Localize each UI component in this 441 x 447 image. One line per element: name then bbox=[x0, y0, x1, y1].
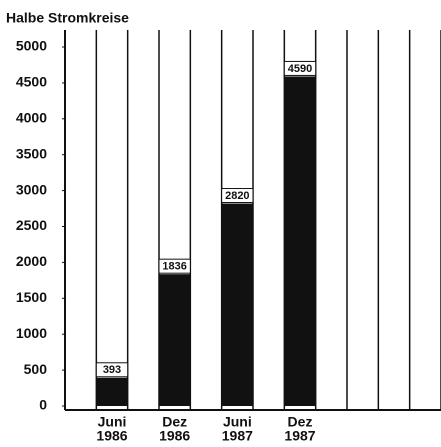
value-label: 4590 bbox=[288, 63, 312, 75]
x-tick-label: Juni bbox=[223, 414, 252, 430]
y-tick-label: 500 bbox=[24, 361, 48, 377]
y-axis-label: Halbe Stromkreise bbox=[6, 10, 129, 26]
value-label-box bbox=[95, 362, 129, 378]
value-label: 2820 bbox=[225, 190, 249, 202]
y-tick-label: 5000 bbox=[16, 38, 47, 54]
y-tick-label: 1500 bbox=[16, 289, 47, 305]
x-tick-label: 1986 bbox=[96, 428, 127, 444]
y-tick-label: 2000 bbox=[16, 253, 47, 269]
y-tick-label: 1000 bbox=[16, 325, 47, 341]
x-tick-label: Dez bbox=[162, 414, 187, 430]
bar bbox=[96, 377, 128, 406]
bar bbox=[159, 274, 191, 406]
bar bbox=[284, 76, 316, 407]
x-tick-label: 1986 bbox=[159, 428, 190, 444]
bar bbox=[221, 203, 253, 406]
x-tick-label: Dez bbox=[288, 414, 313, 430]
x-tick-label: 1987 bbox=[284, 428, 315, 444]
y-tick-label: 4500 bbox=[16, 74, 47, 90]
y-tick-label: 2500 bbox=[16, 217, 47, 233]
x-tick-label: 1987 bbox=[222, 428, 253, 444]
value-label-box bbox=[221, 188, 254, 204]
y-tick-label: 0 bbox=[39, 397, 47, 413]
y-tick-label: 4000 bbox=[16, 110, 47, 126]
y-tick-label: 3000 bbox=[16, 181, 47, 197]
y-tick-label: 3500 bbox=[16, 145, 47, 161]
value-label: 393 bbox=[103, 364, 121, 376]
value-label-box bbox=[158, 258, 191, 274]
value-label: 1836 bbox=[162, 261, 186, 273]
x-tick-label: Juni bbox=[98, 414, 127, 430]
value-label-box bbox=[283, 60, 317, 76]
